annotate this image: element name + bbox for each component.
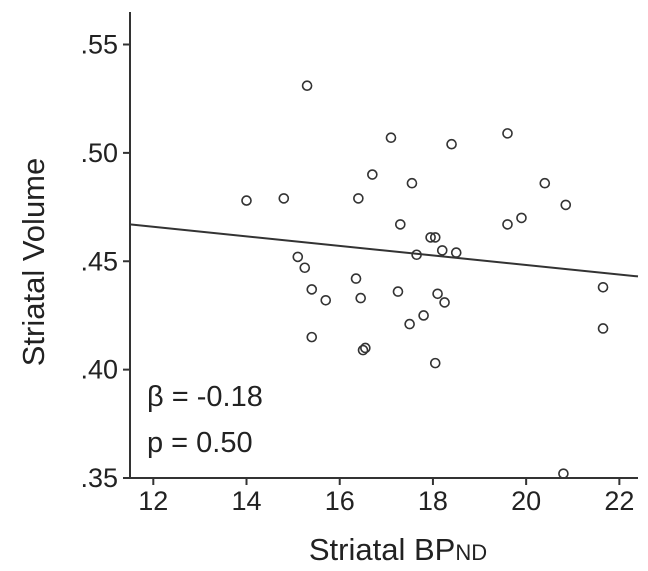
- beta-annotation: β = -0.18: [147, 381, 263, 413]
- data-point: [360, 342, 371, 354]
- data-point: [558, 468, 569, 479]
- data-point: [502, 219, 513, 230]
- data-point: [429, 232, 441, 243]
- regression-line: [129, 223, 639, 278]
- y-tick-label: .35: [80, 463, 118, 493]
- x-tick-label: 18: [418, 486, 448, 516]
- data-point: [292, 251, 304, 263]
- data-point: [502, 128, 513, 139]
- x-tick-label: 22: [604, 486, 634, 516]
- data-points: [241, 80, 609, 479]
- data-point: [301, 80, 313, 91]
- data-point: [597, 323, 609, 334]
- data-point: [306, 284, 318, 295]
- data-point: [299, 262, 311, 274]
- p-value-annotation: p = 0.50: [147, 427, 253, 459]
- data-point: [539, 177, 551, 189]
- data-point: [406, 177, 418, 189]
- x-tick-label: 20: [511, 486, 541, 516]
- data-point: [425, 232, 436, 243]
- data-point: [418, 310, 429, 321]
- data-point: [446, 138, 457, 150]
- x-tick-label: 16: [325, 486, 355, 516]
- y-tick-label: .40: [80, 355, 118, 385]
- data-point: [320, 294, 332, 306]
- x-tick-label: 14: [231, 486, 261, 516]
- data-point: [597, 281, 609, 293]
- data-point: [560, 199, 572, 211]
- data-point: [357, 344, 369, 356]
- data-point: [411, 249, 422, 261]
- x-tick-label: 12: [138, 486, 168, 516]
- data-point: [392, 286, 404, 297]
- data-point: [404, 318, 415, 330]
- x-axis-title: Striatal BPND: [309, 532, 487, 567]
- x-axis-title-subscript: ND: [455, 540, 487, 565]
- data-point: [353, 193, 364, 204]
- data-point: [432, 288, 443, 300]
- data-point: [278, 193, 290, 204]
- data-point: [429, 357, 441, 369]
- data-point: [350, 273, 362, 284]
- data-point: [395, 219, 406, 230]
- data-point: [385, 132, 397, 144]
- data-point: [450, 247, 462, 258]
- y-tick-label: .45: [80, 246, 118, 276]
- data-point: [436, 245, 448, 256]
- data-point: [516, 212, 527, 224]
- plot-area: [129, 80, 639, 479]
- data-point: [306, 331, 318, 343]
- data-point: [355, 292, 366, 304]
- data-point: [241, 195, 252, 206]
- y-axis-ticks: .35 .40 .45 .50 .55: [80, 30, 130, 493]
- data-point: [439, 297, 450, 308]
- y-tick-label: .55: [80, 30, 118, 60]
- data-point: [367, 169, 378, 180]
- y-tick-label: .50: [80, 138, 118, 168]
- x-axis-ticks: 12 14 16 18 20 22: [138, 478, 634, 516]
- y-axis-title: Striatal Volume: [16, 158, 51, 367]
- x-axis-title-main: Striatal BP: [309, 532, 455, 567]
